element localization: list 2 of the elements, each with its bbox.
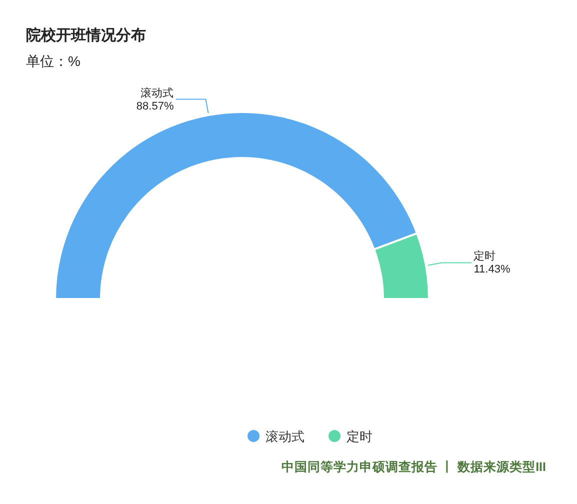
title: 院校开班情况分布	[26, 27, 146, 44]
subtitle: 单位：%	[26, 53, 80, 69]
